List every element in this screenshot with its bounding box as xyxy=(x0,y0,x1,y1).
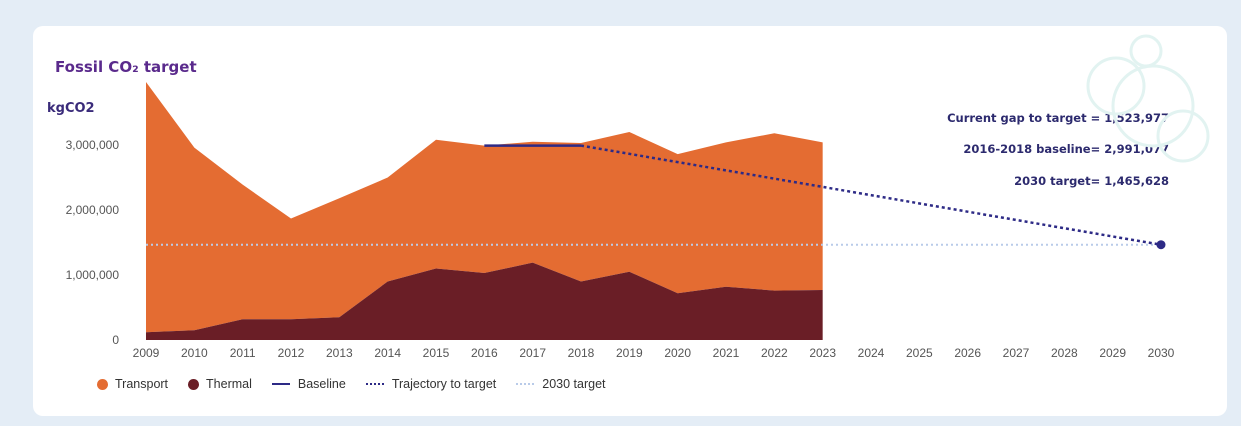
y-tick-label: 3,000,000 xyxy=(66,138,120,152)
x-tick-label: 2017 xyxy=(519,346,546,360)
legend-swatch-target xyxy=(516,383,535,385)
legend-label-baseline: Baseline xyxy=(297,377,346,391)
legend-label-transport: Transport xyxy=(115,377,169,391)
legend-item-target: 2030 target xyxy=(516,377,606,391)
legend-item-thermal: Thermal xyxy=(188,377,252,391)
legend-label-target: 2030 target xyxy=(542,377,606,391)
x-tick-label: 2014 xyxy=(374,346,401,360)
baseline-stat: 2016-2018 baseline= 2,991,077 xyxy=(963,142,1169,156)
legend-swatch-transport xyxy=(97,378,108,390)
x-tick-label: 2010 xyxy=(181,346,208,360)
chart-card: Fossil CO₂ target kgCO2 Current gap to t… xyxy=(33,26,1227,416)
x-tick-label: 2018 xyxy=(568,346,595,360)
x-tick-label: 2011 xyxy=(230,346,256,360)
y-tick-label: 0 xyxy=(112,333,119,347)
target-stat: 2030 target= 1,465,628 xyxy=(1014,174,1169,188)
x-tick-label: 2012 xyxy=(278,346,305,360)
legend-label-thermal: Thermal xyxy=(206,377,252,391)
x-tick-label: 2030 xyxy=(1148,346,1175,360)
x-tick-label: 2025 xyxy=(906,346,933,360)
x-tick-label: 2020 xyxy=(664,346,691,360)
x-tick-label: 2019 xyxy=(616,346,643,360)
co2-area-chart: 0 1,000,000 2,000,000 3,000,000 2009 2010 201… xyxy=(66,34,1210,360)
legend-item-transport: Transport xyxy=(97,377,168,391)
x-tick-label: 2027 xyxy=(1003,346,1030,360)
chart-legend: Transport Thermal Baseline Trajectory to… xyxy=(97,377,626,391)
x-tick-label: 2009 xyxy=(133,346,160,360)
legend-item-baseline: Baseline xyxy=(271,377,346,391)
y-tick-label: 2,000,000 xyxy=(66,203,120,217)
target-2030-point xyxy=(1156,240,1166,250)
legend-item-trajectory: Trajectory to target xyxy=(365,377,497,391)
transport-area xyxy=(146,81,823,333)
trajectory-line xyxy=(580,144,1162,246)
thermal-area xyxy=(146,262,823,340)
x-tick-label: 2026 xyxy=(954,346,981,360)
x-tick-label: 2016 xyxy=(471,346,498,360)
x-tick-label: 2015 xyxy=(423,346,450,360)
chart-title: Fossil CO₂ target xyxy=(55,58,197,76)
legend-swatch-trajectory xyxy=(365,383,384,385)
x-tick-label: 2028 xyxy=(1051,346,1078,360)
legend-label-trajectory: Trajectory to target xyxy=(391,377,497,391)
cloud-decoration xyxy=(1086,34,1210,163)
x-tick-label: 2029 xyxy=(1099,346,1126,360)
legend-swatch-baseline xyxy=(271,383,290,385)
x-tick-label: 2021 xyxy=(713,346,740,360)
x-tick-label: 2023 xyxy=(809,346,836,360)
y-axis-unit-label: kgCO2 xyxy=(47,101,95,116)
x-tick-label: 2022 xyxy=(761,346,788,360)
x-tick-label: 2013 xyxy=(326,346,353,360)
x-tick-label: 2024 xyxy=(858,346,885,360)
legend-swatch-thermal xyxy=(188,378,200,390)
y-tick-label: 1,000,000 xyxy=(66,268,120,282)
